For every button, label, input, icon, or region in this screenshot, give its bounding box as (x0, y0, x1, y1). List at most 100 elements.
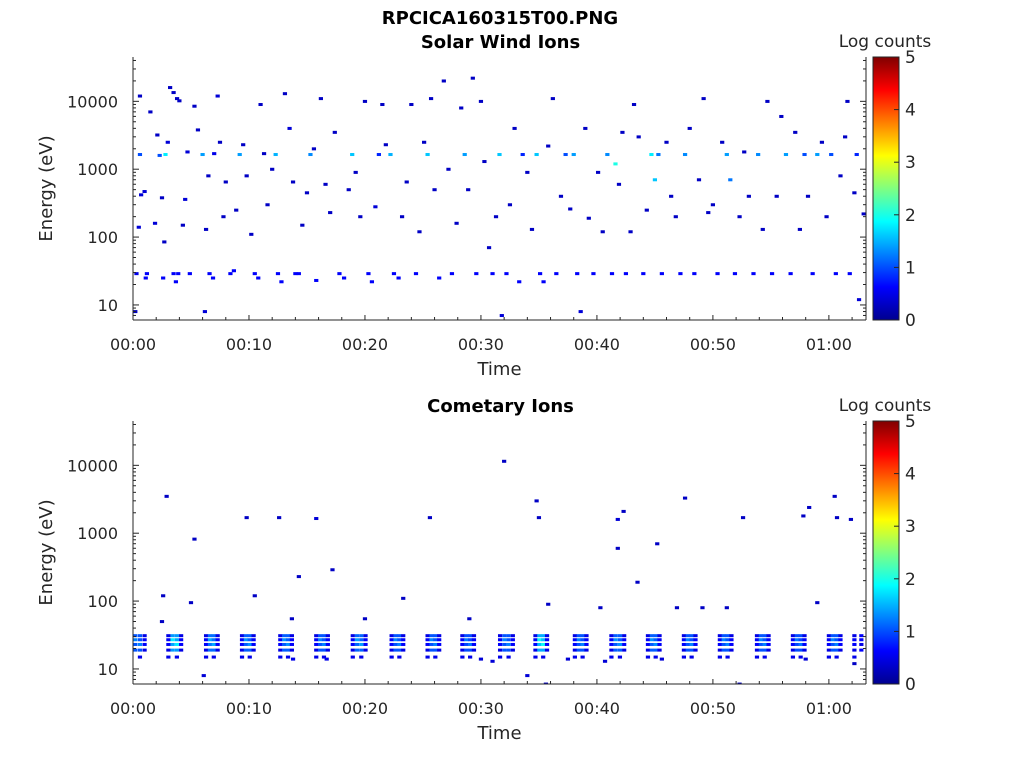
burst-cell (363, 634, 368, 638)
data-cell (304, 191, 310, 195)
burst-cell (359, 642, 364, 646)
burst-cell (506, 655, 511, 659)
burst-cell (142, 648, 147, 652)
colorbar-tick-label: 2 (905, 206, 916, 226)
data-cell (598, 606, 603, 610)
burst-cell (689, 648, 694, 652)
data-cell (692, 272, 697, 276)
data-cell (164, 494, 169, 498)
burst-cell (584, 634, 589, 638)
data-cell (728, 178, 733, 182)
burst-cell (537, 648, 542, 652)
burst-cell (314, 648, 319, 652)
cometary-panel: 00:00 00:10 00:20 00:30 00:40 00:50 01:0010100… (36, 396, 931, 744)
data-cell (350, 153, 355, 157)
data-cell (644, 208, 649, 212)
burst-cell (318, 648, 323, 652)
burst-cell (251, 634, 256, 638)
burst-cell (251, 638, 256, 642)
data-cell (417, 230, 422, 234)
burst-cell (425, 638, 430, 642)
burst-cell (359, 638, 364, 642)
burst-cell (537, 634, 542, 638)
burst-cell (502, 642, 507, 646)
y-tick-label: 10 (98, 660, 118, 679)
data-cell (404, 180, 409, 184)
data-cell (861, 212, 866, 216)
burst-cell (622, 634, 627, 638)
burst-cell (754, 655, 760, 659)
burst-cell (725, 642, 730, 646)
burst-cell (460, 648, 465, 652)
burst-cell (721, 634, 726, 638)
burst-cell (580, 634, 585, 638)
data-cell (323, 182, 328, 186)
burst-cell (798, 638, 803, 642)
burst-cell (350, 648, 355, 652)
burst-cell (790, 655, 796, 659)
data-cell (756, 153, 761, 157)
data-cell (252, 594, 257, 598)
data-cell (369, 280, 375, 284)
burst-cell (838, 638, 843, 642)
data-cell (296, 272, 301, 276)
burst-cell (766, 648, 771, 652)
panel-title: Cometary Ions (427, 396, 574, 417)
x-tick-label: 00:00 (110, 699, 156, 718)
burst-cell (203, 655, 209, 659)
data-cell (296, 575, 301, 579)
burst-cell (133, 642, 138, 646)
x-tick-label: 00:30 (458, 699, 504, 718)
burst-cell (758, 642, 763, 646)
burst-cell (717, 648, 722, 652)
burst-cell (497, 655, 503, 659)
burst-cell (350, 638, 355, 642)
burst-cell (609, 634, 614, 638)
data-cell (591, 272, 596, 276)
y-tick-label: 100 (87, 592, 118, 611)
data-cell (383, 143, 388, 147)
data-cell (620, 130, 625, 134)
data-cell (493, 215, 499, 219)
data-cell (838, 174, 843, 178)
burst-cell (729, 642, 734, 646)
burst-cell (471, 634, 477, 638)
burst-cell (433, 638, 438, 642)
data-cell (659, 657, 664, 661)
burst-cell (725, 634, 730, 638)
burst-cell (318, 638, 323, 642)
burst-cell (359, 655, 364, 659)
data-cell (187, 272, 192, 276)
burst-cell (572, 638, 577, 642)
data-cell (139, 193, 144, 197)
burst-cell (437, 642, 442, 646)
burst-cell (321, 648, 327, 652)
burst-cell (544, 638, 550, 642)
burst-cell (464, 642, 469, 646)
panel-title: Solar Wind Ions (421, 32, 580, 53)
burst-cell (211, 648, 216, 652)
data-cell (635, 580, 640, 584)
burst-cell (285, 642, 291, 646)
burst-cell (758, 648, 763, 652)
colorbar-tick-label: 1 (905, 622, 916, 642)
burst-cell (798, 634, 803, 638)
burst-cell (859, 642, 864, 646)
y-axis-label: Energy (eV) (36, 499, 57, 605)
data-cell (401, 596, 406, 600)
burst-cell (401, 642, 406, 646)
burst-cell (393, 634, 398, 638)
burst-cell (609, 638, 614, 642)
burst-cell (325, 638, 330, 642)
burst-cell (179, 648, 184, 652)
burst-cell (580, 655, 585, 659)
data-cell (152, 221, 158, 225)
burst-cell (758, 634, 763, 638)
burst-cell (725, 638, 730, 642)
burst-cell (397, 655, 402, 659)
data-cell (244, 174, 249, 178)
colorbar-label: Log counts (839, 396, 932, 416)
data-cell (137, 94, 143, 98)
data-cell (571, 153, 576, 157)
data-cell (696, 178, 702, 182)
